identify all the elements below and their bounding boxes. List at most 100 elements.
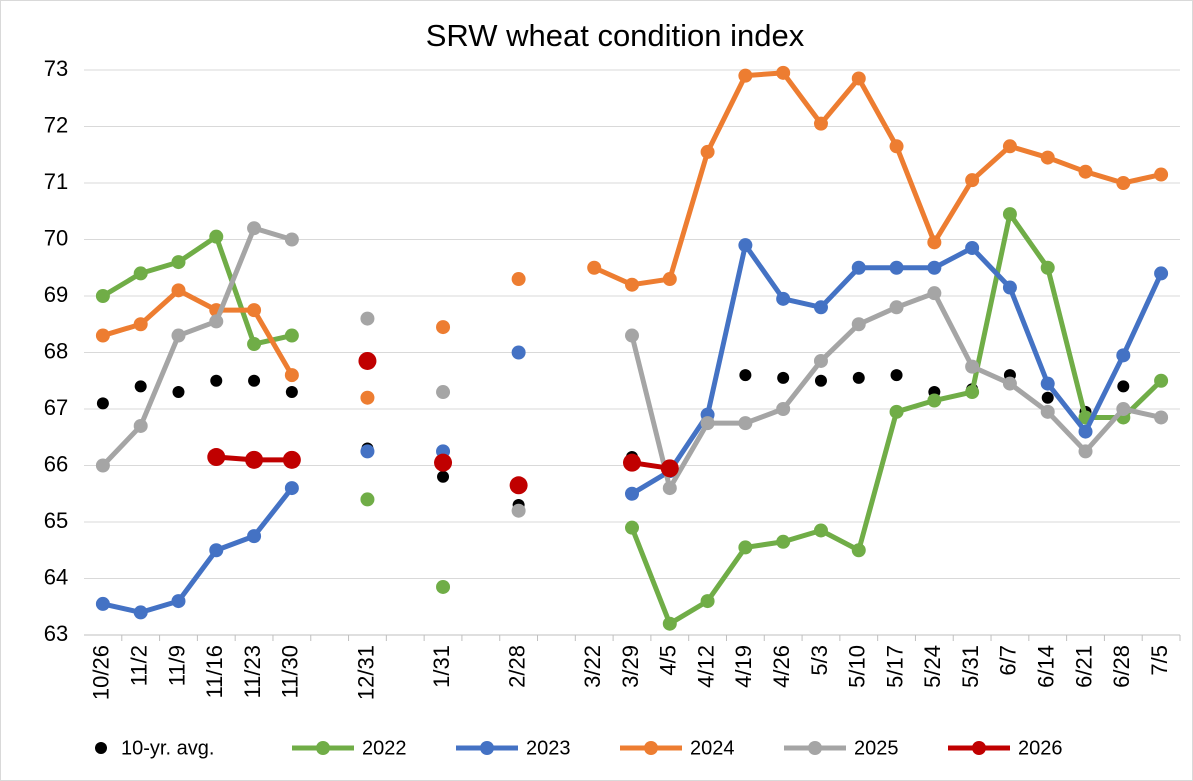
data-point: [172, 386, 184, 398]
data-point: [358, 352, 376, 370]
data-point: [97, 397, 109, 409]
data-point: [738, 416, 752, 430]
data-point: [661, 459, 679, 477]
data-point: [248, 375, 260, 387]
data-point: [245, 451, 263, 469]
data-point: [1154, 168, 1168, 182]
data-point: [587, 261, 601, 275]
data-point: [738, 238, 752, 252]
legend-label: 2026: [1018, 737, 1063, 759]
data-point: [512, 504, 526, 518]
x-tick-label: 4/19: [731, 645, 756, 688]
data-point: [965, 385, 979, 399]
x-tick-label: 10/26: [89, 645, 114, 700]
data-point: [96, 597, 110, 611]
legend-label: 10-yr. avg.: [121, 737, 214, 759]
legend-label: 2025: [854, 737, 899, 759]
data-point: [1116, 402, 1130, 416]
y-tick-label: 65: [44, 508, 68, 533]
x-tick-label: 6/21: [1071, 645, 1096, 688]
x-tick-label: 1/31: [429, 645, 454, 688]
data-point: [1041, 377, 1055, 391]
legend-label: 2022: [362, 737, 407, 759]
data-point: [134, 317, 148, 331]
data-point: [701, 416, 715, 430]
data-point: [927, 394, 941, 408]
legend-marker: [480, 741, 494, 755]
data-point: [623, 454, 641, 472]
data-point: [852, 317, 866, 331]
data-point: [1041, 151, 1055, 165]
data-point: [663, 481, 677, 495]
data-point: [360, 444, 374, 458]
data-point: [247, 303, 261, 317]
data-point: [285, 233, 299, 247]
x-tick-label: 5/3: [807, 645, 832, 676]
y-tick-label: 70: [44, 225, 68, 250]
data-point: [434, 454, 452, 472]
x-tick-label: 3/22: [580, 645, 605, 688]
data-point: [815, 375, 827, 387]
x-tick-label: 4/26: [769, 645, 794, 688]
data-point: [285, 368, 299, 382]
x-tick-label: 11/23: [240, 645, 265, 698]
legend-marker: [316, 741, 330, 755]
data-point: [283, 451, 301, 469]
data-point: [209, 314, 223, 328]
data-point: [1154, 266, 1168, 280]
y-tick-label: 68: [44, 338, 68, 363]
data-point: [134, 605, 148, 619]
y-tick-label: 67: [44, 395, 68, 420]
data-point: [965, 360, 979, 374]
data-point: [814, 354, 828, 368]
x-tick-label: 5/31: [958, 645, 983, 688]
data-point: [852, 543, 866, 557]
data-point: [285, 329, 299, 343]
data-point: [1154, 410, 1168, 424]
data-point: [1041, 261, 1055, 275]
data-point: [738, 540, 752, 554]
x-tick-label: 4/12: [693, 645, 718, 688]
data-point: [1154, 374, 1168, 388]
data-point: [135, 380, 147, 392]
legend-marker: [972, 741, 986, 755]
data-point: [1117, 380, 1129, 392]
data-point: [286, 386, 298, 398]
data-point: [814, 117, 828, 131]
data-point: [360, 391, 374, 405]
data-point: [814, 523, 828, 537]
x-tick-label: 11/16: [202, 645, 227, 698]
data-point: [1003, 139, 1017, 153]
data-point: [663, 272, 677, 286]
data-point: [776, 66, 790, 80]
data-point: [625, 278, 639, 292]
data-point: [776, 535, 790, 549]
data-point: [436, 320, 450, 334]
data-point: [210, 375, 222, 387]
data-point: [437, 471, 449, 483]
data-point: [1041, 405, 1055, 419]
x-tick-label: 6/28: [1109, 645, 1134, 688]
data-point: [1116, 348, 1130, 362]
data-point: [1079, 165, 1093, 179]
data-point: [625, 329, 639, 343]
data-point: [510, 476, 528, 494]
legend-marker: [808, 741, 822, 755]
data-point: [209, 230, 223, 244]
data-point: [890, 405, 904, 419]
data-point: [927, 235, 941, 249]
x-tick-label: 5/17: [882, 645, 907, 688]
data-point: [171, 255, 185, 269]
data-point: [890, 300, 904, 314]
data-point: [776, 402, 790, 416]
data-point: [738, 69, 752, 83]
data-point: [207, 448, 225, 466]
x-tick-label: 11/2: [127, 645, 152, 686]
y-tick-label: 66: [44, 451, 68, 476]
data-point: [927, 261, 941, 275]
y-tick-label: 73: [44, 56, 68, 81]
data-point: [853, 372, 865, 384]
data-point: [1079, 444, 1093, 458]
x-tick-label: 11/30: [278, 645, 303, 698]
data-point: [891, 369, 903, 381]
